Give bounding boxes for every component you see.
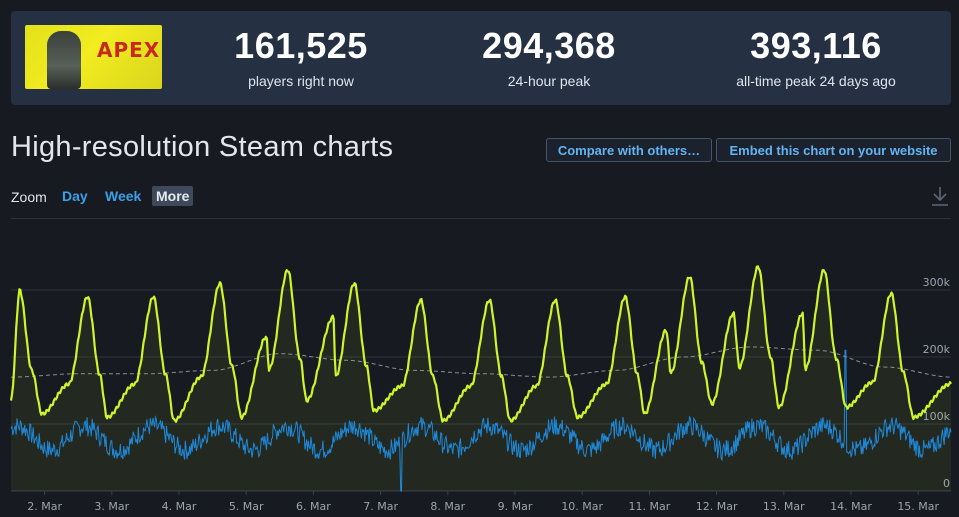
x-tick-label: 7. Mar: [363, 500, 398, 513]
y-tick-label: 300k: [923, 276, 951, 289]
players-line[interactable]: [9, 265, 952, 423]
stat-all-time-peak: 393,116 all-time peak 24 days ago: [701, 25, 931, 90]
players-area: [11, 266, 951, 491]
x-tick-label: 15. Mar: [897, 500, 939, 513]
zoom-more-button[interactable]: More: [152, 186, 194, 206]
x-tick-label: 12. Mar: [696, 500, 738, 513]
twitch-viewers-line[interactable]: [10, 349, 952, 492]
stat-value: 393,116: [750, 25, 882, 66]
x-tick-label: 2. Mar: [27, 500, 62, 513]
game-logo: APEX: [97, 38, 161, 62]
x-axis-labels: 2. Mar 3. Mar 4. Mar 5. Mar 6. Mar 7. Mar 8. M…: [27, 500, 939, 513]
average-players-line[interactable]: [11, 346, 952, 378]
stat-value: 294,368: [482, 25, 616, 66]
y-tick-label: 100k: [923, 410, 951, 423]
page-title: High-resolution Steam charts: [11, 131, 394, 163]
zoom-label: Zoom: [11, 189, 47, 205]
game-thumbnail[interactable]: APEX: [25, 25, 162, 89]
stat-label: players right now: [248, 73, 354, 89]
embed-chart-button[interactable]: Embed this chart on your website: [716, 138, 951, 162]
y-tick-label: 0: [943, 477, 950, 490]
x-tick-label: 9. Mar: [498, 500, 533, 513]
y-axis-labels: 0 100k 200k 300k: [923, 276, 951, 490]
x-tick-label: 10. Mar: [561, 500, 603, 513]
stat-value: 161,525: [234, 25, 368, 66]
player-count-chart[interactable]: 0 100k 200k 300k 2. Mar 3. Mar 4. Mar 5. Mar 6.…: [0, 220, 959, 517]
y-tick-label: 200k: [923, 343, 951, 356]
divider: [11, 218, 951, 219]
download-icon[interactable]: [930, 184, 950, 208]
compare-button[interactable]: Compare with others…: [546, 138, 712, 162]
x-tick-label: 11. Mar: [629, 500, 671, 513]
x-tick-label: 3. Mar: [94, 500, 129, 513]
zoom-day-button[interactable]: Day: [62, 188, 88, 204]
stat-24h-peak: 294,368 24-hour peak: [441, 25, 657, 90]
x-tick-label: 14. Mar: [830, 500, 872, 513]
x-tick-label: 6. Mar: [296, 500, 331, 513]
stats-panel: APEX 161,525 players right now 294,368 2…: [11, 11, 951, 105]
x-tick-label: 5. Mar: [229, 500, 264, 513]
x-tick-label: 4. Mar: [162, 500, 197, 513]
game-character-art: [47, 31, 81, 89]
stat-label: all-time peak 24 days ago: [736, 73, 896, 89]
zoom-week-button[interactable]: Week: [105, 188, 142, 204]
stat-label: 24-hour peak: [507, 73, 591, 89]
x-tick-label: 13. Mar: [763, 500, 805, 513]
grid: [11, 289, 951, 495]
x-tick-label: 8. Mar: [430, 500, 465, 513]
stat-current-players: 161,525 players right now: [191, 25, 411, 90]
